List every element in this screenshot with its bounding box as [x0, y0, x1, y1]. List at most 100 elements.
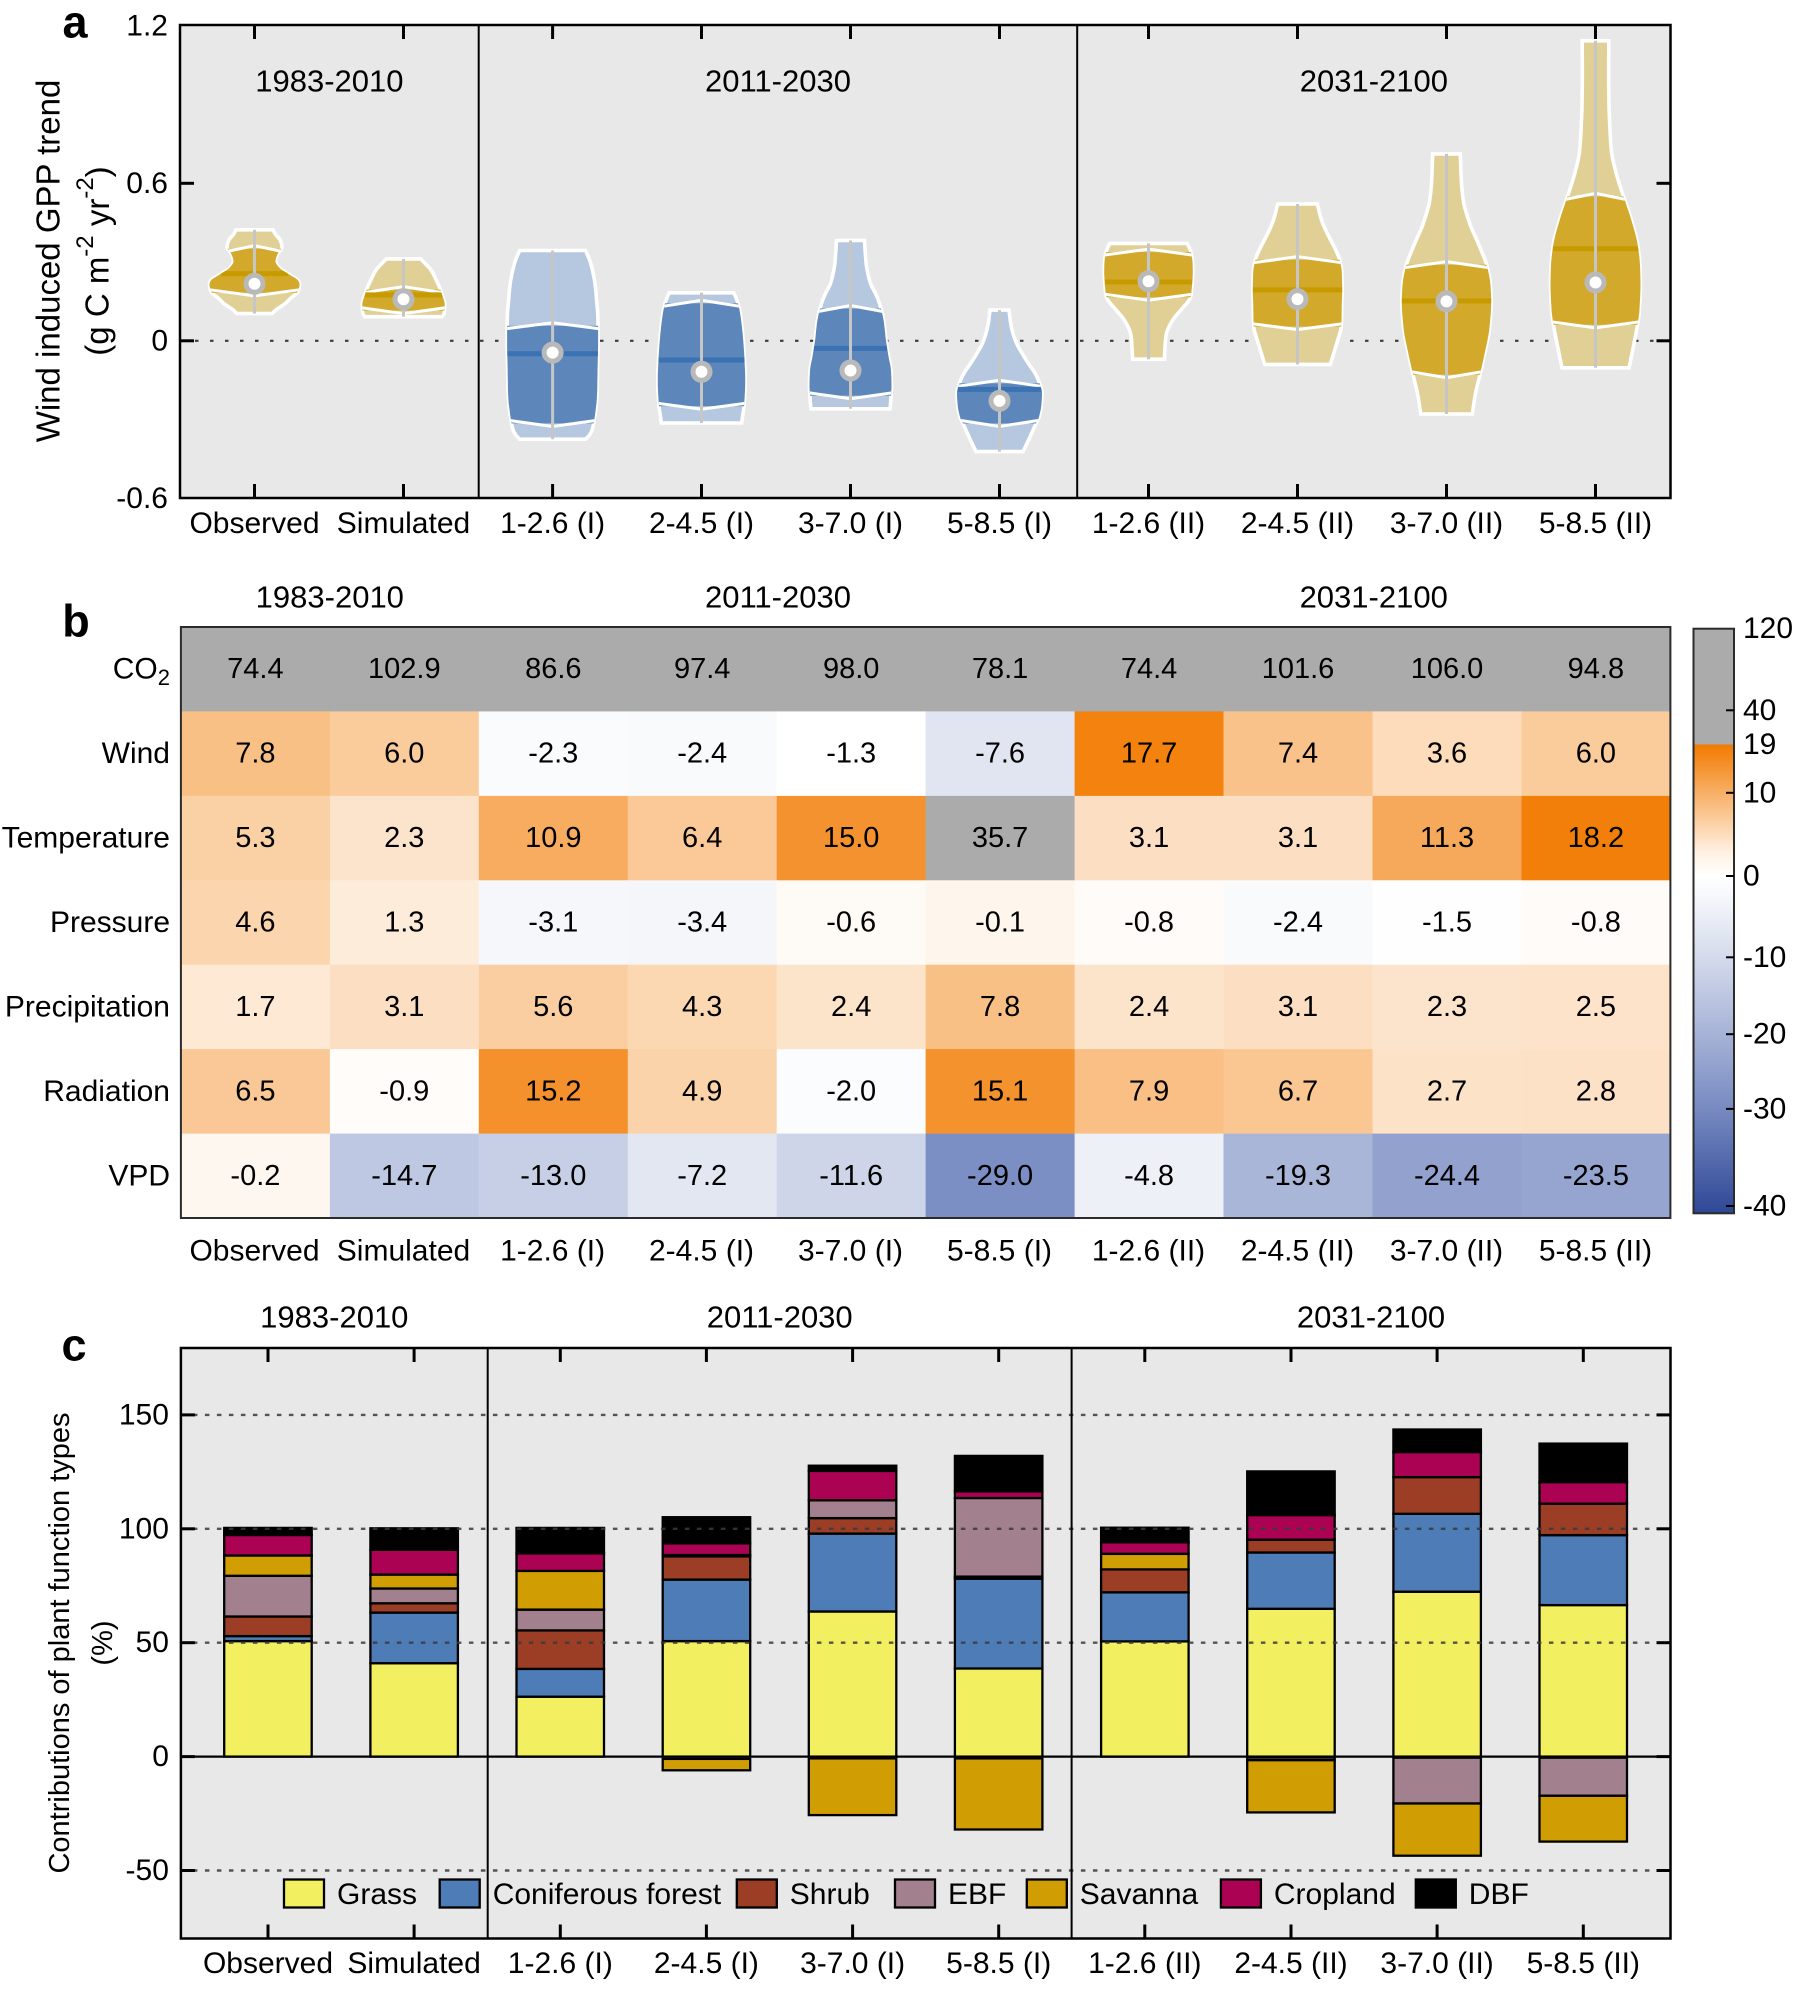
svg-text:2-4.5 (I): 2-4.5 (I) [654, 1947, 759, 1980]
svg-text:1-2.6 (I): 1-2.6 (I) [500, 1235, 605, 1268]
svg-text:3-7.0 (II): 3-7.0 (II) [1390, 1235, 1503, 1268]
svg-text:-11.6: -11.6 [819, 1160, 883, 1192]
svg-text:-19.3: -19.3 [1265, 1160, 1331, 1192]
svg-text:1983-2010: 1983-2010 [256, 580, 404, 615]
svg-text:5-8.5 (I): 5-8.5 (I) [946, 1947, 1051, 1980]
svg-text:101.6: 101.6 [1262, 653, 1335, 685]
svg-text:1.2: 1.2 [126, 9, 168, 42]
svg-text:Temperature: Temperature [2, 822, 170, 855]
svg-text:3.1: 3.1 [384, 991, 424, 1023]
svg-text:3-7.0 (II): 3-7.0 (II) [1390, 507, 1503, 540]
svg-text:-29.0: -29.0 [967, 1160, 1033, 1192]
svg-text:2.3: 2.3 [1427, 991, 1467, 1023]
svg-text:74.4: 74.4 [227, 653, 283, 685]
svg-text:6.7: 6.7 [1278, 1075, 1318, 1107]
svg-text:97.4: 97.4 [674, 653, 730, 685]
svg-text:5-8.5 (I): 5-8.5 (I) [947, 1235, 1052, 1268]
svg-text:-0.8: -0.8 [1124, 907, 1174, 939]
svg-text:6.4: 6.4 [682, 822, 722, 854]
svg-text:Wind: Wind [102, 737, 170, 770]
svg-text:Observed: Observed [203, 1947, 333, 1980]
svg-text:10.9: 10.9 [525, 822, 581, 854]
svg-text:3.1: 3.1 [1278, 822, 1318, 854]
svg-text:3-7.0 (II): 3-7.0 (II) [1380, 1947, 1493, 1980]
svg-text:1-2.6 (I): 1-2.6 (I) [508, 1947, 613, 1980]
svg-text:2-4.5 (II): 2-4.5 (II) [1241, 1235, 1354, 1268]
svg-text:-2.4: -2.4 [1273, 907, 1323, 939]
svg-text:106.0: 106.0 [1411, 653, 1484, 685]
svg-text:7.4: 7.4 [1278, 738, 1318, 770]
svg-text:18.2: 18.2 [1568, 822, 1624, 854]
svg-text:102.9: 102.9 [368, 653, 441, 685]
svg-text:19: 19 [1743, 728, 1776, 761]
svg-text:1.3: 1.3 [384, 907, 424, 939]
svg-text:15.2: 15.2 [525, 1075, 581, 1107]
svg-text:Grass: Grass [337, 1878, 417, 1911]
svg-text:Simulated: Simulated [337, 1235, 470, 1268]
svg-text:3.1: 3.1 [1278, 991, 1318, 1023]
svg-text:Radiation: Radiation [43, 1075, 170, 1108]
svg-text:6.0: 6.0 [1576, 738, 1616, 770]
svg-text:Observed: Observed [189, 1235, 319, 1268]
svg-text:1-2.6 (I): 1-2.6 (I) [500, 507, 605, 540]
svg-text:5-8.5 (II): 5-8.5 (II) [1527, 1947, 1640, 1980]
svg-text:2031-2100: 2031-2100 [1297, 1300, 1445, 1335]
svg-text:-2.4: -2.4 [677, 738, 727, 770]
svg-text:-3.1: -3.1 [528, 907, 578, 939]
svg-text:3-7.0 (I): 3-7.0 (I) [800, 1947, 905, 1980]
svg-text:94.8: 94.8 [1568, 653, 1624, 685]
svg-text:5-8.5 (I): 5-8.5 (I) [947, 507, 1052, 540]
svg-text:-7.6: -7.6 [975, 738, 1025, 770]
svg-text:2.5: 2.5 [1576, 991, 1616, 1023]
svg-text:-0.6: -0.6 [826, 907, 876, 939]
svg-text:50: 50 [136, 1626, 169, 1659]
svg-text:-2.0: -2.0 [826, 1075, 876, 1107]
svg-text:-2.3: -2.3 [528, 738, 578, 770]
svg-text:2031-2100: 2031-2100 [1300, 64, 1448, 99]
svg-text:2.3: 2.3 [384, 822, 424, 854]
svg-text:-0.1: -0.1 [975, 907, 1025, 939]
svg-text:5.6: 5.6 [533, 991, 573, 1023]
svg-text:5-8.5 (II): 5-8.5 (II) [1539, 1235, 1652, 1268]
svg-text:17.7: 17.7 [1121, 738, 1177, 770]
svg-text:2011-2030: 2011-2030 [705, 580, 851, 615]
svg-text:Contributions of plant functio: Contributions of plant function types [44, 1412, 76, 1873]
svg-text:15.0: 15.0 [823, 822, 879, 854]
svg-text:-14.7: -14.7 [371, 1160, 437, 1192]
svg-text:2.4: 2.4 [831, 991, 871, 1023]
svg-text:3.1: 3.1 [1129, 822, 1169, 854]
svg-text:-40: -40 [1743, 1190, 1786, 1223]
svg-text:2-4.5 (II): 2-4.5 (II) [1241, 507, 1354, 540]
svg-text:-3.4: -3.4 [677, 907, 727, 939]
svg-text:74.4: 74.4 [1121, 653, 1177, 685]
svg-text:Pressure: Pressure [50, 906, 170, 939]
svg-text:2-4.5 (I): 2-4.5 (I) [649, 1235, 754, 1268]
svg-text:3.6: 3.6 [1427, 738, 1467, 770]
svg-text:2.4: 2.4 [1129, 991, 1169, 1023]
svg-text:Cropland: Cropland [1274, 1878, 1396, 1911]
svg-text:1983-2010: 1983-2010 [260, 1300, 408, 1335]
svg-text:0: 0 [1743, 860, 1760, 893]
svg-text:2.7: 2.7 [1427, 1075, 1467, 1107]
svg-text:6.5: 6.5 [235, 1075, 275, 1107]
svg-text:10: 10 [1743, 776, 1776, 809]
svg-text:-10: -10 [1743, 941, 1786, 974]
svg-text:1.7: 1.7 [235, 991, 275, 1023]
svg-text:2.8: 2.8 [1576, 1075, 1616, 1107]
svg-text:-0.9: -0.9 [379, 1075, 429, 1107]
svg-text:7.8: 7.8 [980, 991, 1020, 1023]
svg-text:DBF: DBF [1469, 1878, 1529, 1911]
svg-text:3-7.0 (I): 3-7.0 (I) [798, 507, 903, 540]
svg-text:Simulated: Simulated [337, 507, 470, 540]
svg-text:0: 0 [151, 324, 168, 357]
svg-text:Wind induced GPP trend: Wind induced GPP trend [30, 80, 67, 443]
svg-text:-7.2: -7.2 [677, 1160, 727, 1192]
svg-text:2-4.5 (I): 2-4.5 (I) [649, 507, 754, 540]
svg-text:4.3: 4.3 [682, 991, 722, 1023]
svg-text:Precipitation: Precipitation [5, 990, 170, 1023]
svg-text:Savanna: Savanna [1080, 1878, 1199, 1911]
svg-text:40: 40 [1743, 694, 1776, 727]
svg-text:5.3: 5.3 [235, 822, 275, 854]
svg-text:-23.5: -23.5 [1563, 1160, 1629, 1192]
svg-text:c: c [61, 1320, 86, 1371]
